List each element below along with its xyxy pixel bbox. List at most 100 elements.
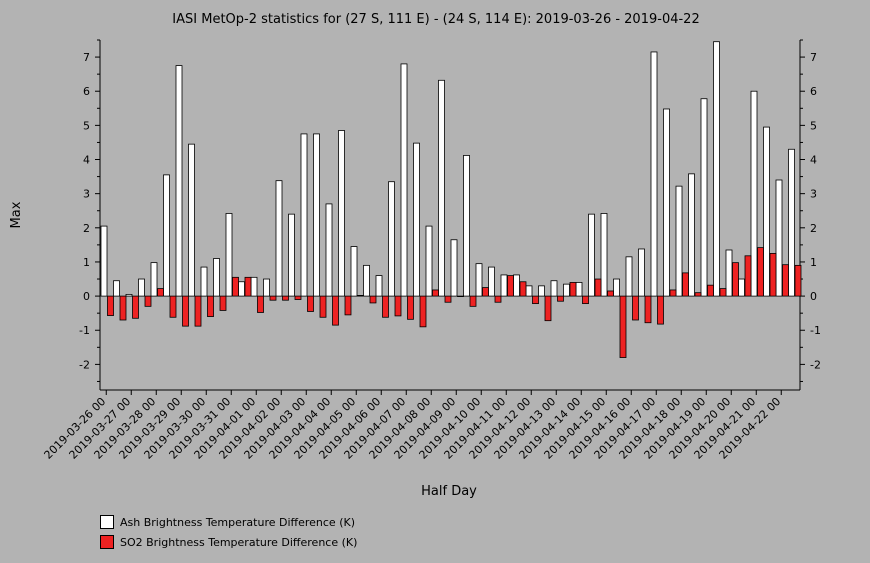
- bar-so2: [332, 295, 339, 326]
- bar-ash: [663, 108, 670, 297]
- bar-so2: [107, 295, 114, 316]
- bar-ash: [138, 278, 145, 297]
- bar-ash: [588, 213, 595, 297]
- bar-so2: [319, 295, 327, 318]
- bar-so2: [444, 295, 452, 303]
- bar-ash: [213, 258, 220, 297]
- bar-so2: [157, 288, 164, 297]
- bar-ash: [525, 285, 533, 297]
- bar-ash: [513, 274, 520, 297]
- bar-ash: [488, 266, 495, 297]
- bar-ash: [350, 246, 358, 297]
- bar-so2: [407, 295, 414, 320]
- bar-ash: [438, 79, 445, 297]
- bar-ash: [188, 143, 195, 297]
- bar-so2: [744, 255, 752, 297]
- bar-ash: [125, 293, 133, 297]
- bar-so2: [344, 295, 352, 316]
- bar-so2: [732, 262, 739, 297]
- y-tick-label-left: 3: [83, 188, 90, 201]
- y-tick-label-right: -2: [810, 358, 821, 371]
- bar-ash: [413, 142, 420, 297]
- bar-ash: [150, 262, 158, 297]
- bar-ash: [275, 180, 283, 297]
- bar-ash: [113, 280, 120, 297]
- bar-so2: [494, 295, 502, 303]
- bar-so2: [482, 287, 489, 297]
- y-tick-label-left: 1: [83, 256, 90, 269]
- bar-so2: [532, 295, 539, 305]
- bar-ash: [688, 173, 695, 297]
- bar-ash: [450, 239, 458, 297]
- bar-ash: [375, 275, 383, 297]
- y-tick-label-left: -1: [79, 324, 90, 337]
- bar-so2: [207, 295, 214, 317]
- bar-so2: [469, 295, 477, 307]
- bar-so2: [419, 295, 427, 328]
- y-tick-label-left: 5: [83, 119, 90, 132]
- bar-ash: [563, 283, 570, 297]
- bar-so2: [594, 278, 602, 297]
- bar-so2: [569, 282, 577, 297]
- bar-so2: [307, 295, 314, 312]
- bar-ash: [788, 148, 795, 297]
- legend: Ash Brightness Temperature Difference (K…: [100, 512, 357, 552]
- y-tick-label-right: 4: [810, 154, 817, 167]
- y-tick-label-right: 2: [810, 222, 817, 235]
- bar-ash: [388, 181, 395, 297]
- bar-ash: [250, 276, 258, 297]
- bar-so2: [119, 295, 127, 321]
- bar-ash: [100, 225, 108, 297]
- bar-so2: [357, 295, 364, 297]
- legend-item-ash: Ash Brightness Temperature Difference (K…: [100, 512, 357, 532]
- legend-label-ash: Ash Brightness Temperature Difference (K…: [120, 515, 355, 529]
- y-tick-label-right: 3: [810, 188, 817, 201]
- bar-so2: [607, 290, 614, 297]
- bar-so2: [544, 295, 552, 322]
- bar-so2: [257, 295, 264, 313]
- bar-ash: [325, 203, 333, 297]
- bar-so2: [769, 253, 777, 297]
- bar-ash: [400, 63, 408, 297]
- y-tick-label-left: 6: [83, 85, 90, 98]
- bar-so2: [707, 284, 714, 297]
- bar-so2: [182, 295, 189, 327]
- bar-so2: [557, 295, 564, 302]
- bar-so2: [144, 295, 152, 307]
- bar-so2: [394, 295, 402, 317]
- legend-item-so2: SO2 Brightness Temperature Difference (K…: [100, 532, 357, 552]
- bar-so2: [694, 292, 702, 297]
- bar-ash: [738, 278, 745, 297]
- bar-so2: [782, 264, 789, 297]
- bar-so2: [619, 295, 627, 358]
- x-axis-label: Half Day: [421, 484, 477, 499]
- bar-so2: [757, 247, 764, 297]
- bar-so2: [644, 295, 652, 324]
- bar-ash: [263, 278, 270, 297]
- y-tick-label-right: 7: [810, 51, 817, 64]
- bar-ash: [475, 263, 483, 297]
- bar-ash: [500, 274, 508, 297]
- bar-so2: [232, 276, 239, 297]
- bar-so2: [132, 295, 139, 319]
- bar-so2: [432, 289, 439, 297]
- y-tick-label-left: 4: [83, 154, 90, 167]
- bar-ash: [638, 248, 645, 297]
- bar-ash: [625, 256, 633, 297]
- y-tick-label-right: 6: [810, 85, 817, 98]
- bar-so2: [382, 295, 389, 318]
- bar-ash: [750, 90, 758, 297]
- bar-ash: [288, 213, 295, 297]
- bar-so2: [244, 276, 252, 297]
- bar-so2: [282, 295, 289, 301]
- bar-ash: [600, 213, 608, 297]
- y-tick-label-right: 1: [810, 256, 817, 269]
- bar-ash: [550, 280, 558, 297]
- y-tick-label-right: -1: [810, 324, 821, 337]
- y-tick-label-right: 5: [810, 119, 817, 132]
- bar-ash: [300, 133, 308, 297]
- bar-so2: [507, 275, 514, 297]
- legend-label-so2: SO2 Brightness Temperature Difference (K…: [120, 535, 358, 549]
